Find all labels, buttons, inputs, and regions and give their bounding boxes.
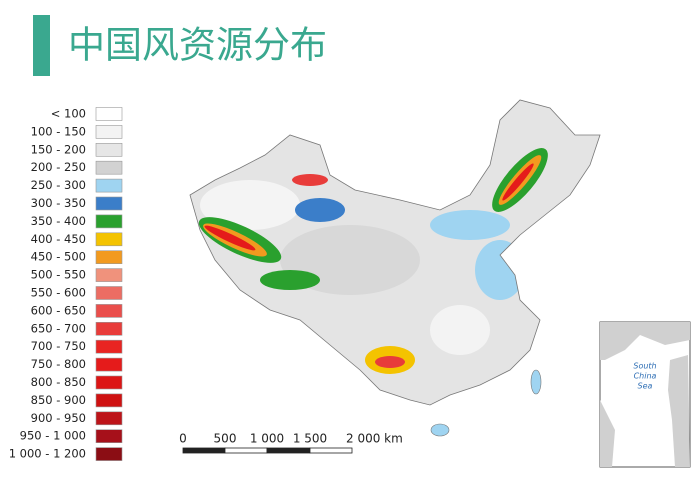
legend-swatch bbox=[95, 393, 123, 408]
legend-swatch bbox=[95, 125, 123, 139]
legend-label: 1 000 - 1 200 bbox=[9, 447, 86, 461]
legend-swatch bbox=[95, 196, 123, 211]
legend-label: 850 - 900 bbox=[31, 393, 86, 407]
legend-swatch bbox=[95, 304, 123, 318]
scale-segment bbox=[309, 447, 353, 454]
legend-label: 750 - 800 bbox=[31, 357, 86, 371]
legend-label: < 100 bbox=[51, 107, 86, 121]
legend-swatch bbox=[95, 178, 123, 193]
scale-label: 2 000 km bbox=[346, 432, 403, 446]
legend-label: 200 - 250 bbox=[31, 160, 86, 174]
legend-label: 400 - 450 bbox=[31, 232, 86, 246]
legend: < 100 100 - 150 150 - 200 200 - 250 250 - 30… bbox=[9, 107, 123, 461]
title-bar bbox=[33, 15, 50, 76]
map bbox=[189, 99, 601, 437]
legend-label: 550 - 600 bbox=[31, 286, 86, 300]
legend-label: 450 - 500 bbox=[31, 250, 86, 264]
legend-swatch bbox=[95, 339, 123, 354]
legend-swatch bbox=[95, 321, 123, 336]
legend-label: 150 - 200 bbox=[31, 142, 86, 156]
scale-segment bbox=[266, 447, 311, 454]
legend-label: 300 - 350 bbox=[31, 196, 86, 210]
legend-label: 500 - 550 bbox=[31, 268, 86, 282]
legend-swatch bbox=[95, 357, 123, 372]
legend-swatch bbox=[95, 143, 123, 157]
legend-label: 600 - 650 bbox=[31, 303, 86, 317]
legend-label: 800 - 850 bbox=[31, 375, 86, 389]
legend-swatch bbox=[95, 214, 123, 229]
legend-label: 650 - 700 bbox=[31, 321, 86, 335]
scale-label: 1 000 bbox=[250, 432, 284, 446]
scale-label: 500 bbox=[214, 432, 237, 446]
legend-swatch bbox=[95, 375, 123, 390]
legend-label: 250 - 300 bbox=[31, 178, 86, 192]
scale-segment bbox=[182, 447, 226, 454]
inset-label: South bbox=[633, 362, 656, 371]
scale-segment bbox=[224, 447, 268, 454]
inset-map bbox=[599, 321, 691, 468]
legend-swatch bbox=[95, 160, 123, 175]
scale-label: 0 bbox=[179, 432, 187, 446]
legend-swatch bbox=[95, 447, 123, 461]
legend-swatch bbox=[95, 286, 123, 300]
inset-label: Sea bbox=[638, 382, 653, 391]
scale-label: 1 500 bbox=[293, 432, 327, 446]
legend-swatch bbox=[95, 268, 123, 282]
legend-label: 700 - 750 bbox=[31, 339, 86, 353]
legend-swatch bbox=[95, 250, 123, 264]
legend-label: 900 - 950 bbox=[31, 411, 86, 425]
legend-swatch bbox=[95, 411, 123, 426]
title: 中国风资源分布 bbox=[68, 24, 327, 67]
legend-label: 950 - 1 000 bbox=[20, 429, 86, 443]
scale-bar: 0 500 1 000 1 500 2 000 km bbox=[179, 432, 403, 454]
legend-swatch bbox=[95, 232, 123, 247]
legend-label: 350 - 400 bbox=[31, 214, 86, 228]
legend-swatch bbox=[95, 107, 123, 121]
legend-swatch bbox=[95, 429, 123, 444]
inset-label: China bbox=[634, 372, 657, 381]
legend-label: 100 - 150 bbox=[31, 124, 86, 138]
